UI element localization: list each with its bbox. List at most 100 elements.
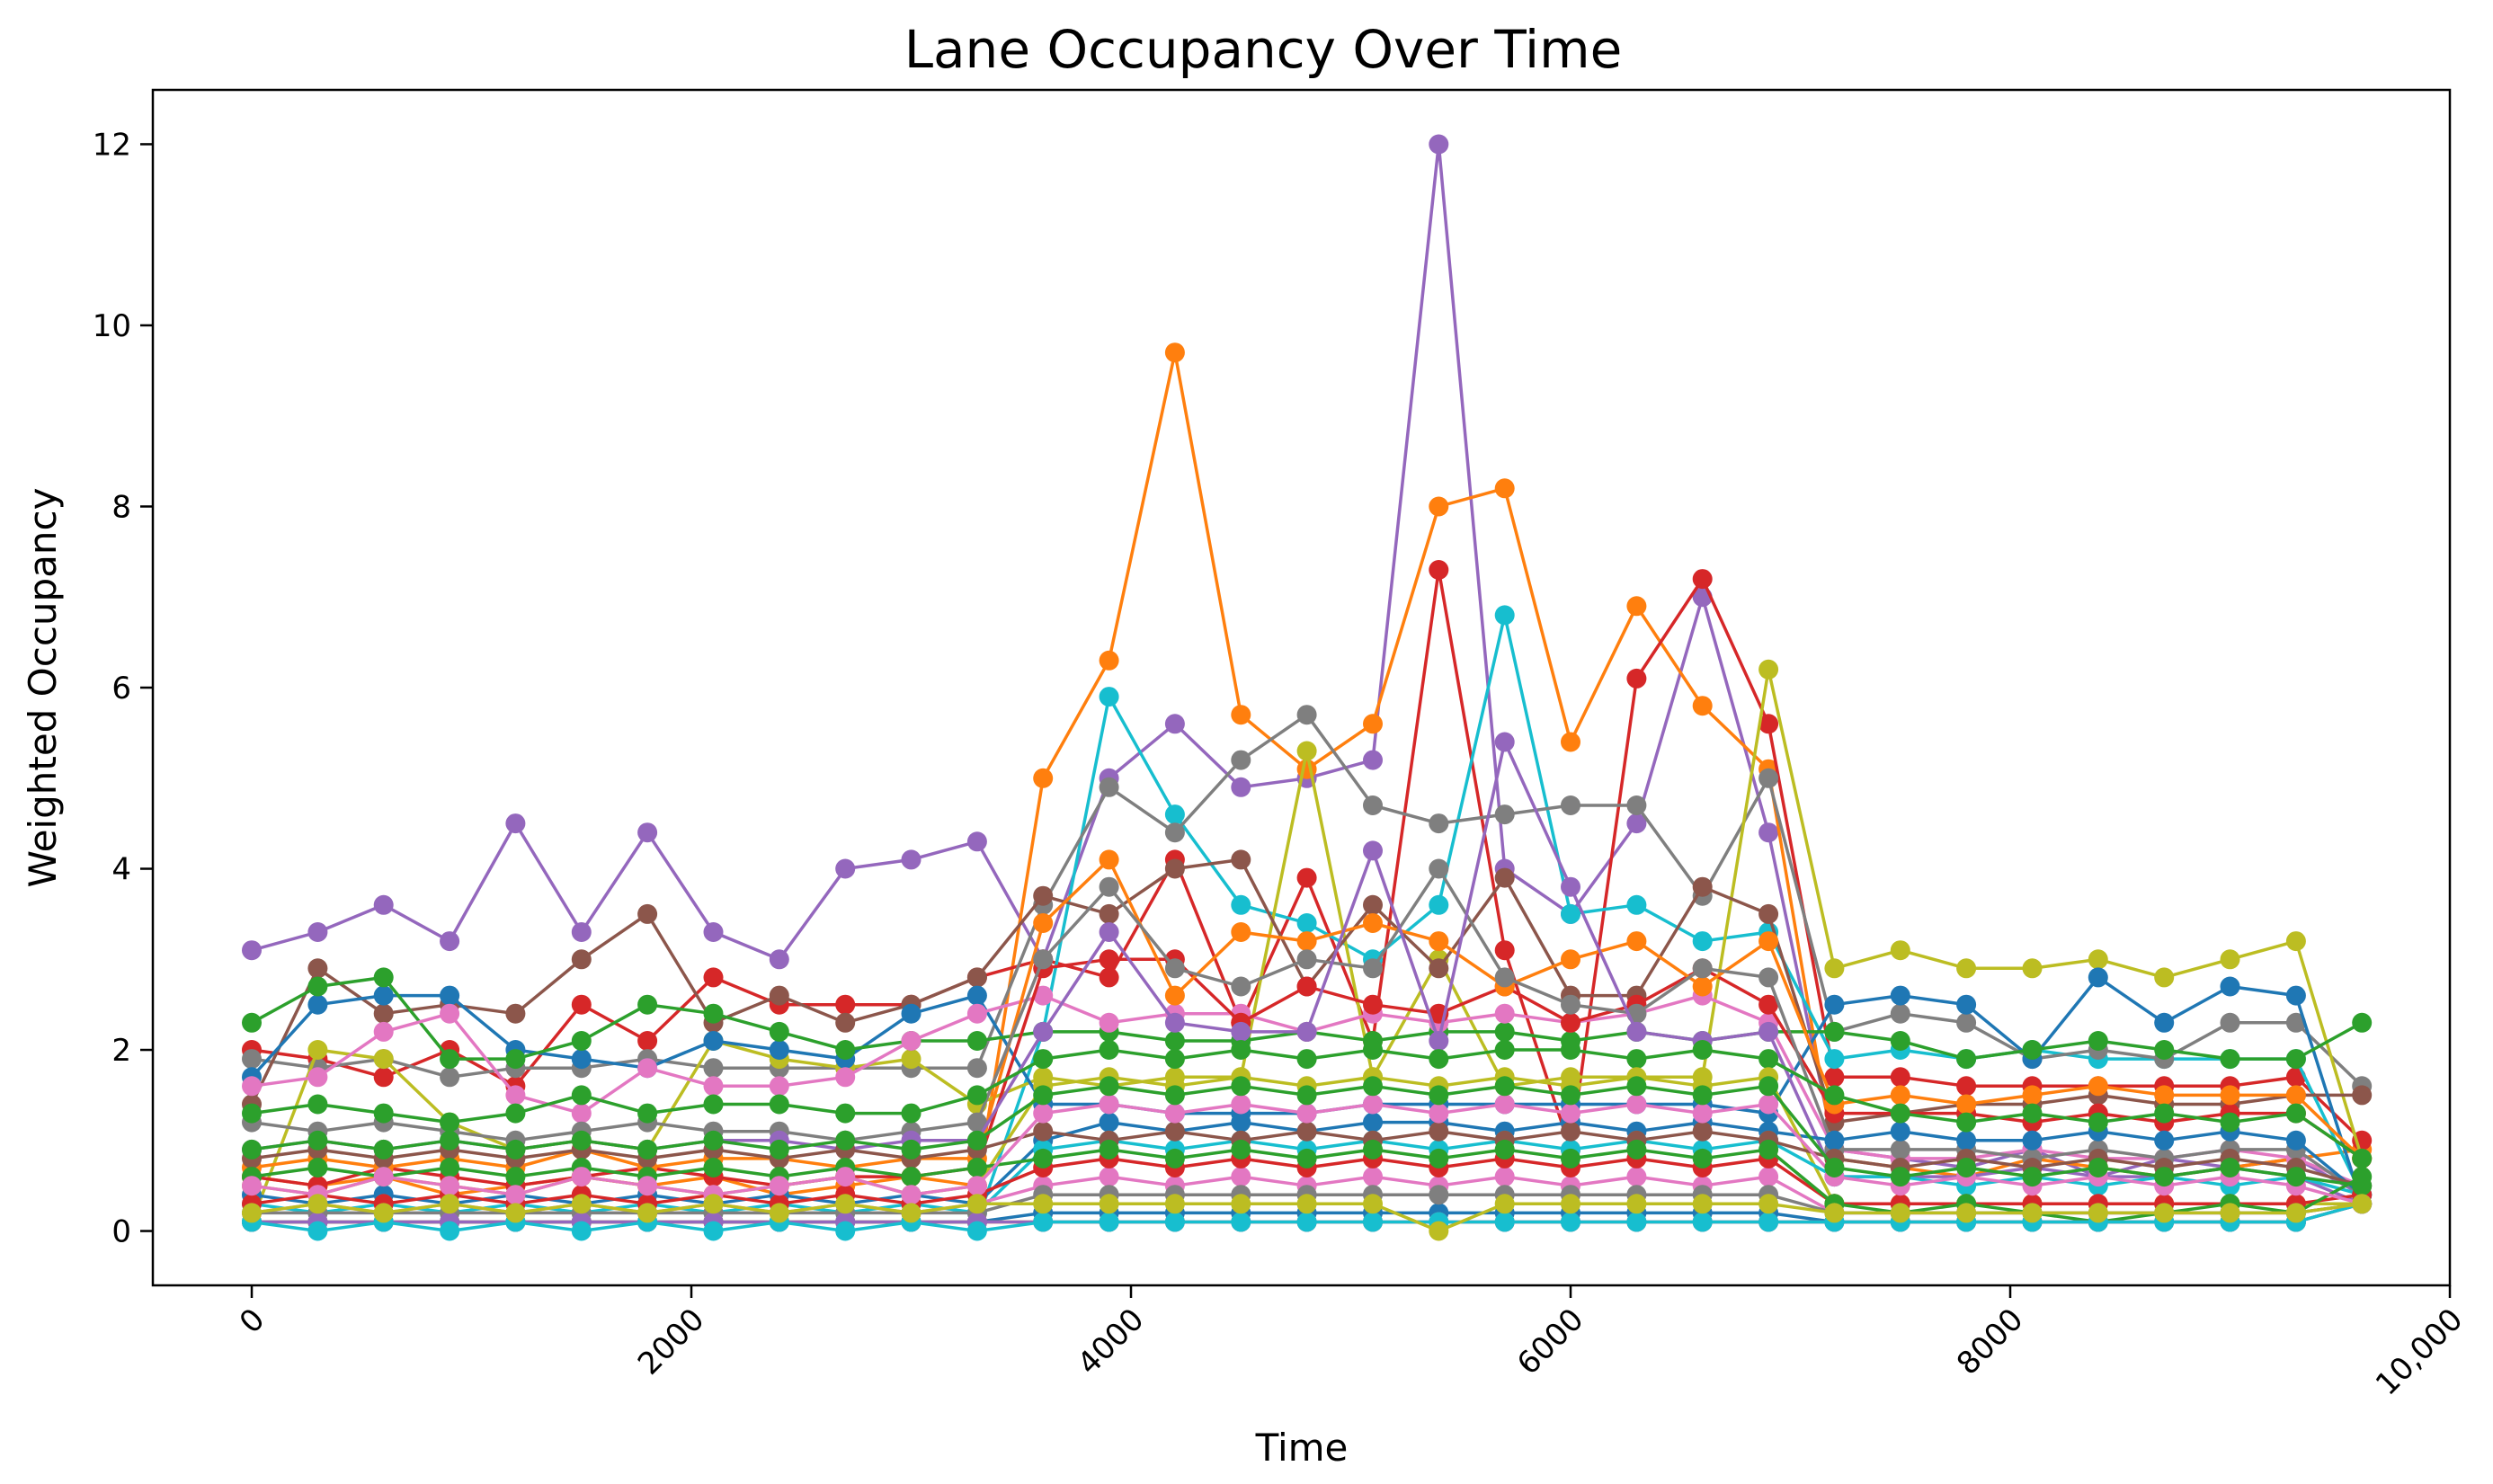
data-point-lane-pink-3-23 [1758,1094,1779,1115]
data-point-lane-olive-3-13 [1099,1194,1119,1214]
data-point-lane-peak-olive-29 [2154,967,2175,988]
data-point-lane-green-3-22 [1692,1148,1713,1169]
data-point-lane-purple-2-21 [1626,1021,1647,1042]
data-point-lane-pink-3-11 [966,1176,987,1196]
data-point-lane-cyan-3-13 [1099,1212,1119,1232]
y-tick-label-1: 2 [111,1033,131,1069]
data-point-lane-peak-gray-18 [1429,813,1449,834]
data-point-lane-green-3-11 [966,1158,987,1177]
data-point-lane-green-4-9 [835,1130,856,1151]
x-axis: 0 2000 4000 6000 8000 10,000 [233,1285,2470,1402]
data-point-lane-gray-2-19 [1494,967,1515,988]
data-point-lane-peak-cyan-22 [1692,931,1713,952]
data-point-lane-pink-2-23 [1758,1167,1779,1187]
data-point-lane-red-2-23 [1758,994,1779,1015]
data-point-lane-brown-2-22 [1692,1121,1713,1142]
data-point-lane-olive-3-17 [1363,1194,1383,1214]
data-point-lane-brown-2-18 [1429,1121,1449,1142]
y-axis-label: Weighted Occupancy [21,488,65,888]
data-point-lane-pink-5 [571,1103,592,1124]
data-point-lane-peak-orange-20 [1561,732,1580,752]
data-point-lane-cyan-3-15 [1231,1212,1251,1232]
data-point-lane-olive-3-12 [1033,1194,1054,1214]
data-point-lane-green-3-13 [1099,1139,1119,1160]
data-point-lane-peak-red-13 [1099,967,1119,988]
x-tick-label-0: 0 [233,1302,272,1341]
data-point-lane-green-3-15 [1231,1139,1251,1160]
data-point-lane-blue-25 [1890,985,1910,1006]
data-point-lane-cyan-3-3 [440,1221,460,1241]
data-point-lane-pink-3-4 [505,1185,526,1205]
data-point-lane-green-2 [373,967,394,988]
data-point-lane-brown-23 [1758,903,1779,924]
data-point-lane-peak-gray-13 [1099,777,1119,797]
y-axis: 0 2 4 6 8 10 12 [93,127,153,1250]
data-point-lane-olive-3-14 [1164,1194,1185,1214]
data-point-lane-green-2-27 [2022,1103,2043,1124]
data-point-lane-green-3-4 [505,1167,526,1187]
data-point-lane-green-4-13 [1099,1076,1119,1097]
data-point-lane-green-2-29 [2154,1103,2175,1124]
data-point-lane-peak-red-7 [703,967,724,988]
data-point-lane-gray-2-15 [1231,976,1251,997]
data-point-lane-olive-3-11 [966,1194,987,1214]
data-point-lane-peak-red-9 [835,994,856,1015]
data-point-lane-orange-2-25 [1890,1085,1910,1106]
data-point-lane-brown-32 [2352,1085,2373,1106]
data-point-lane-olive-3-21 [1626,1194,1647,1214]
data-point-lane-green-2-28 [2088,1112,2108,1133]
data-point-lane-green-4-24 [1824,1158,1845,1177]
data-point-lane-pink-9 [835,1067,856,1088]
data-point-lane-peak-red-24 [1824,1067,1845,1088]
data-point-lane-green-2-3 [440,1112,460,1133]
data-point-lane-green-2-13 [1099,1040,1119,1060]
data-point-lane-green-8 [769,1021,789,1042]
data-point-lane-olive-3-20 [1561,1194,1580,1214]
data-point-lane-olive-3-7 [703,1194,724,1214]
data-point-lane-green-9 [835,1040,856,1060]
data-point-lane-gray-2-22 [1692,958,1713,979]
data-point-lane-peak-orange-13 [1099,650,1119,671]
data-point-lane-olive-3-19 [1494,1194,1515,1214]
data-point-lane-green-3 [440,1049,460,1070]
data-point-lane-peak-olive-26 [1956,958,1977,979]
data-point-lane-green-2-21 [1626,1049,1647,1070]
x-tick-label-3: 6000 [1510,1302,1590,1382]
data-point-lane-olive-3-1 [307,1194,328,1214]
data-point-lane-olive-3-5 [571,1194,592,1214]
data-point-lane-pink-2-21 [1626,1167,1647,1187]
data-point-lane-peak-purple-3 [440,931,460,952]
data-point-lane-peak-olive-25 [1890,940,1910,961]
data-point-lane-blue-8 [769,1040,789,1060]
data-point-lane-blue-31 [2285,985,2306,1006]
data-point-lane-green-4-26 [1956,1158,1977,1177]
data-point-lane-olive-3-15 [1231,1194,1251,1214]
data-point-lane-peak-orange-19 [1494,478,1515,499]
data-point-lane-green-3-19 [1494,1139,1515,1160]
data-point-lane-pink-3-19 [1494,1094,1515,1115]
chart-title: Lane Occupancy Over Time [904,19,1623,80]
data-point-lane-green-3-10 [901,1167,922,1187]
data-point-lane-purple-2-20 [1561,876,1580,897]
data-point-lane-brown-5 [571,949,592,970]
data-point-lane-peak-olive-23 [1758,659,1779,680]
data-point-lane-green-27 [2022,1040,2043,1060]
data-point-lane-pink-3-9 [835,1167,856,1187]
data-point-lane-olive-3-10 [901,1203,922,1223]
data-point-lane-cyan-3-23 [1758,1212,1779,1232]
data-point-lane-purple-2-13 [1099,922,1119,942]
data-point-lane-blue-29 [2154,1012,2175,1033]
data-point-lane-pink-0 [242,1076,262,1097]
data-point-lane-peak-gray-0 [242,1049,262,1070]
data-point-lane-peak-cyan-15 [1231,894,1251,915]
data-point-lane-green-4-1 [307,1130,328,1151]
data-point-lane-olive-3-26 [1956,1203,1977,1223]
data-point-lane-green-4-4 [505,1139,526,1160]
data-point-lane-brown-22 [1692,876,1713,897]
data-point-lane-peak-purple-17 [1363,750,1383,770]
series-layer [242,134,2373,1241]
data-point-lane-green-3-1 [307,1158,328,1177]
data-point-lane-peak-orange-18 [1429,496,1449,517]
data-point-lane-brown-18 [1429,958,1449,979]
data-point-lane-cyan-3-16 [1296,1212,1317,1232]
